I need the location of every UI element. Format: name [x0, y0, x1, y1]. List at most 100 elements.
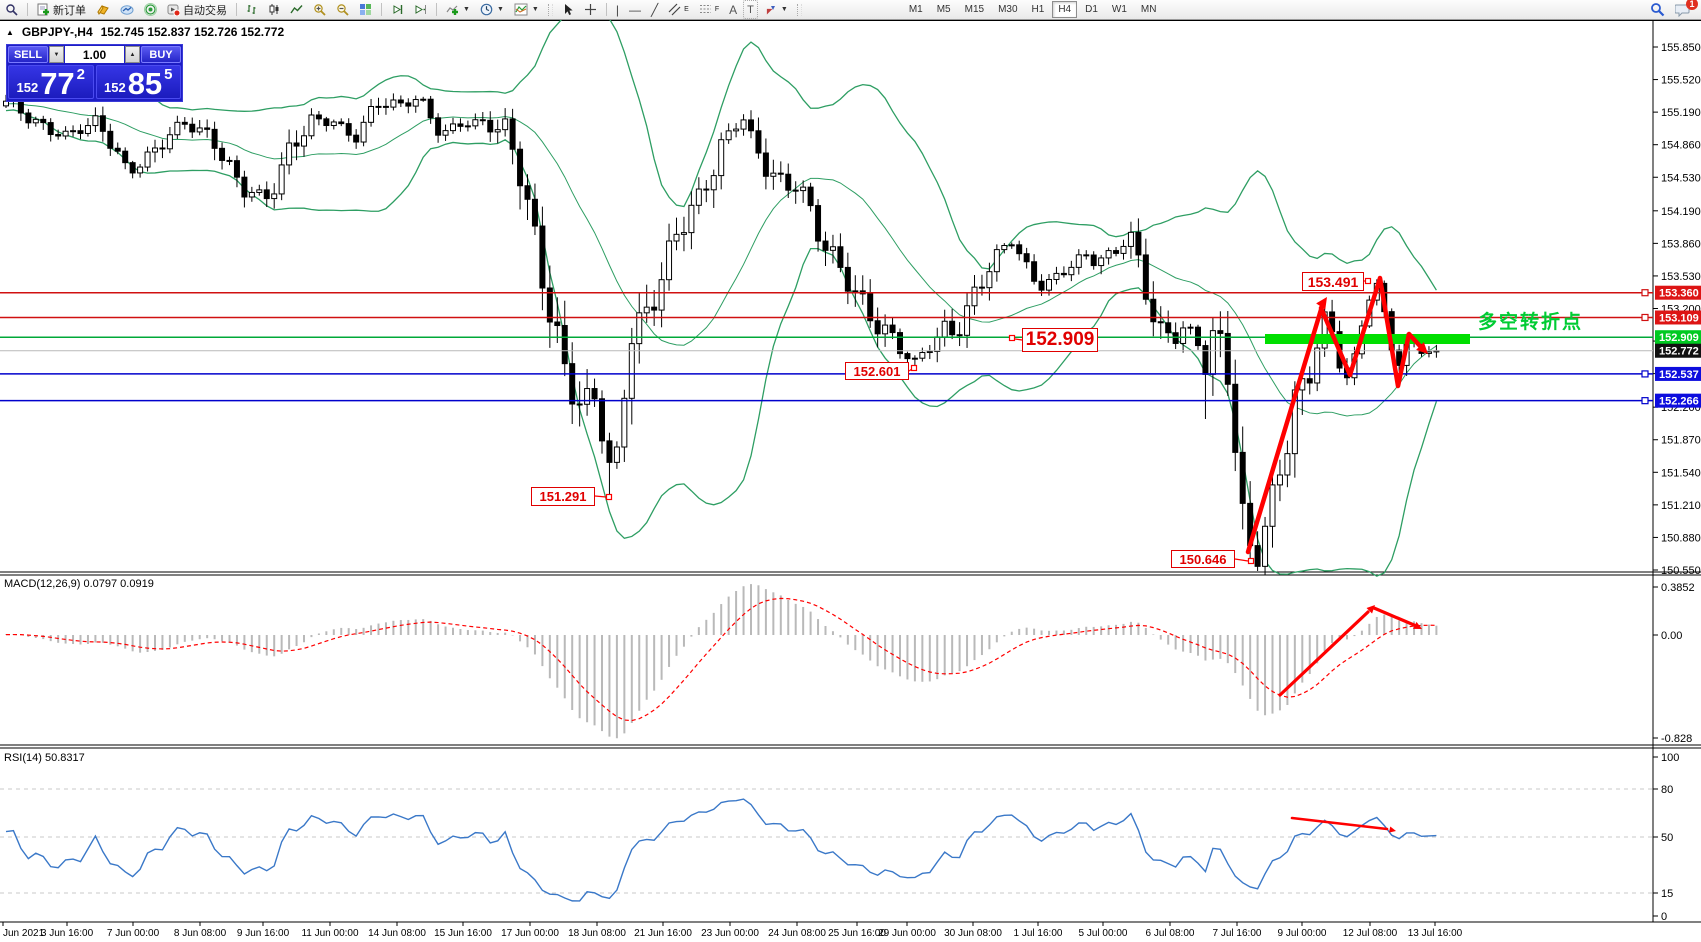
tab-timeframe-m15[interactable]: M15	[964, 4, 985, 15]
trendline-tool-button[interactable]: ╱	[650, 2, 659, 17]
price-annotation-label[interactable]: 151.291	[531, 487, 595, 506]
notifications-button[interactable]: 1	[1674, 0, 1698, 17]
svg-text:25 Jun 16:00: 25 Jun 16:00	[828, 928, 886, 939]
add-indicator-button[interactable]: ▼	[442, 0, 474, 19]
svg-text:14 Jun 08:00: 14 Jun 08:00	[368, 928, 426, 939]
clock-icon	[480, 3, 493, 16]
buy-price-display[interactable]: 152 85 5	[95, 65, 181, 99]
sell-button[interactable]: SELL	[8, 46, 48, 63]
zoom-out-icon	[336, 3, 349, 16]
chart-shift-button[interactable]	[410, 0, 431, 19]
price-annotation-label[interactable]: 150.646	[1171, 550, 1235, 568]
svg-text:0.3852: 0.3852	[1661, 582, 1695, 594]
zoom-out-button[interactable]	[332, 0, 353, 19]
arrows-tool-button[interactable]: ▼	[760, 0, 792, 19]
volume-increase-button[interactable]: ▲	[125, 46, 140, 63]
candle-chart-mode-button[interactable]	[264, 0, 284, 19]
history-center-button[interactable]	[92, 0, 114, 19]
autotrading-button[interactable]: 自动交易	[163, 0, 231, 19]
collapse-triangle-icon: ▲	[6, 27, 14, 37]
horizontal-line-tool-button[interactable]: —	[628, 2, 641, 17]
buy-button[interactable]: BUY	[141, 46, 181, 63]
tab-timeframe-w1[interactable]: W1	[1111, 4, 1127, 15]
ohlc-values: 152.745 152.837 152.726 152.772	[100, 25, 285, 39]
vertical-line-tool-button[interactable]: |	[615, 2, 619, 17]
market-watch-button[interactable]	[116, 0, 138, 19]
turning-point-note[interactable]: 多空转折点	[1478, 312, 1584, 333]
template-chart-icon	[514, 3, 528, 16]
channel-tool-button[interactable]: E	[664, 0, 693, 19]
bar-chart-icon	[246, 3, 258, 16]
svg-text:153.860: 153.860	[1661, 238, 1701, 250]
chevron-up-icon: ▲	[129, 51, 136, 58]
tab-timeframe-h4[interactable]: H4	[1052, 1, 1078, 18]
templates-button[interactable]: ▼	[510, 0, 543, 19]
price-annotation-label[interactable]: 152.601	[845, 362, 909, 380]
channel-sub-label: E	[684, 6, 689, 13]
svg-text:17 Jun 00:00: 17 Jun 00:00	[501, 928, 559, 939]
text-label-tool-button[interactable]: T	[743, 0, 758, 19]
chevron-down-icon: ▼	[531, 6, 539, 13]
svg-text:15 Jun 16:00: 15 Jun 16:00	[434, 928, 492, 939]
sell-price-display[interactable]: 152 77 2	[8, 65, 94, 99]
tab-timeframe-mn[interactable]: MN	[1140, 4, 1157, 15]
svg-text:153.360: 153.360	[1659, 288, 1699, 300]
line-chart-mode-button[interactable]	[286, 0, 307, 19]
cursor-tool-button[interactable]	[558, 0, 578, 19]
volume-decrease-button[interactable]: ▼	[49, 46, 64, 63]
svg-text:21 Jun 16:00: 21 Jun 16:00	[634, 928, 692, 939]
auto-scroll-button[interactable]	[387, 0, 408, 19]
search-icon[interactable]	[1650, 2, 1665, 17]
svg-text:9 Jun 16:00: 9 Jun 16:00	[237, 928, 290, 939]
tab-timeframe-m5[interactable]: M5	[936, 4, 951, 15]
chevron-down-icon: ▼	[463, 6, 470, 13]
svg-text:153.530: 153.530	[1661, 271, 1701, 283]
svg-text:151.870: 151.870	[1661, 435, 1701, 447]
buy-price-big: 85	[127, 66, 163, 99]
cursor-icon	[562, 3, 574, 16]
chevron-down-icon: ▼	[496, 6, 504, 13]
bar-chart-mode-button[interactable]	[242, 0, 262, 19]
svg-text:1 Jul 16:00: 1 Jul 16:00	[1014, 928, 1063, 939]
tab-timeframe-m30[interactable]: M30	[998, 4, 1018, 15]
svg-text:7 Jul 16:00: 7 Jul 16:00	[1213, 928, 1262, 939]
autotrading-label: 自动交易	[183, 4, 227, 17]
price-annotation-label[interactable]: 152.909	[1022, 328, 1098, 352]
svg-text:30 Jun 08:00: 30 Jun 08:00	[944, 928, 1002, 939]
text-tool-button[interactable]: A	[729, 2, 738, 17]
tile-windows-button[interactable]	[355, 0, 376, 19]
tab-timeframe-m1[interactable]: M1	[908, 4, 923, 15]
svg-text:13 Jul 16:00: 13 Jul 16:00	[1408, 928, 1463, 939]
svg-text:50: 50	[1661, 832, 1673, 844]
add-indicator-icon	[446, 3, 459, 16]
candlestick-icon	[268, 3, 280, 16]
autotrading-icon	[167, 3, 181, 17]
svg-text:150.550: 150.550	[1661, 565, 1701, 577]
sell-price-prefix: 152	[16, 80, 39, 95]
crosshair-tool-button[interactable]	[580, 0, 601, 19]
svg-text:9 Jul 00:00: 9 Jul 00:00	[1278, 928, 1327, 939]
svg-text:153.109: 153.109	[1659, 312, 1699, 324]
svg-text:11 Jun 00:00: 11 Jun 00:00	[301, 928, 359, 939]
price-annotation-label[interactable]: 153.491	[1302, 272, 1364, 291]
svg-text:7 Jun 00:00: 7 Jun 00:00	[107, 928, 160, 939]
signals-button[interactable]	[140, 0, 161, 19]
zoom-in-button[interactable]	[309, 0, 330, 19]
svg-text:151.210: 151.210	[1661, 500, 1701, 512]
svg-text:100: 100	[1661, 752, 1679, 764]
new-order-button[interactable]: 新订单	[33, 0, 90, 19]
fibonacci-tool-button[interactable]: F	[695, 0, 723, 19]
svg-text:15: 15	[1661, 888, 1673, 900]
notification-badge: 1	[1686, 0, 1698, 10]
periods-button[interactable]: ▼	[476, 0, 508, 19]
buy-price-pip: 5	[164, 66, 173, 83]
zoom-in-icon	[313, 3, 326, 16]
new-order-label: 新订单	[53, 4, 86, 17]
line-chart-icon	[290, 3, 303, 16]
chart-search-button[interactable]	[1, 0, 22, 19]
tab-timeframe-h1[interactable]: H1	[1031, 4, 1045, 15]
volume-input[interactable]	[65, 46, 124, 63]
tab-timeframe-d1[interactable]: D1	[1085, 4, 1098, 15]
